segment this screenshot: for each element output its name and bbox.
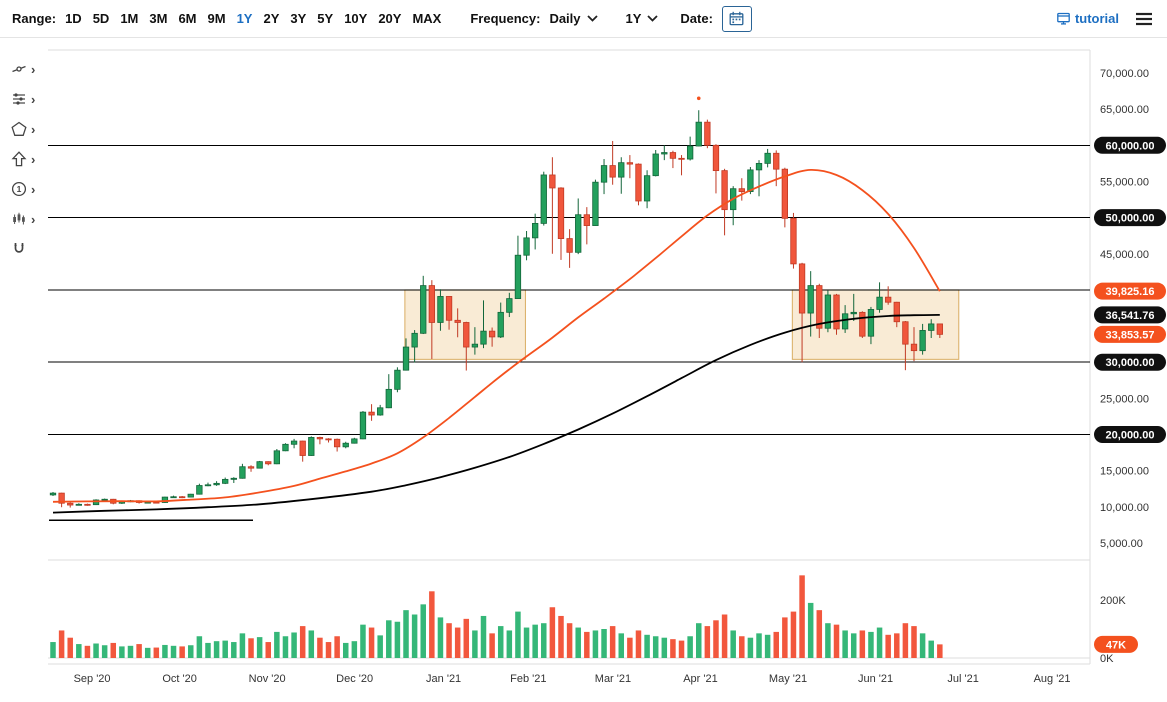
range-option-2y[interactable]: 2Y <box>263 11 280 26</box>
svg-text:Jul '21: Jul '21 <box>947 673 978 685</box>
indicators-tool-icon <box>11 91 27 107</box>
range-option-3y[interactable]: 3Y <box>290 11 307 26</box>
range-option-6m[interactable]: 6M <box>178 11 197 26</box>
chevron-right-icon[interactable]: › <box>31 121 36 137</box>
range-option-10y[interactable]: 10Y <box>344 11 368 26</box>
chevron-right-icon[interactable]: › <box>31 151 36 167</box>
drawing-toolbar: › › › › 1 <box>0 38 48 702</box>
svg-text:1: 1 <box>17 184 22 194</box>
range-option-1m[interactable]: 1M <box>120 11 139 26</box>
volume-bars <box>50 575 943 658</box>
svg-text:Aug '21: Aug '21 <box>1034 673 1071 685</box>
svg-text:65,000.00: 65,000.00 <box>1100 104 1149 116</box>
tutorial-icon <box>1057 12 1070 25</box>
date-picker-button[interactable] <box>721 5 752 32</box>
range-option-5y[interactable]: 5Y <box>317 11 334 26</box>
chart-area[interactable]: 70,000.00 65,000.00 55,000.00 45,000.00 25,0… <box>48 38 1167 702</box>
svg-text:60,000.00: 60,000.00 <box>1106 140 1155 152</box>
svg-text:15,000.00: 15,000.00 <box>1100 466 1149 478</box>
svg-text:30,000.00: 30,000.00 <box>1106 357 1155 369</box>
range-options: 1D 5D 1M 3M 6M 9M 1Y 2Y 3Y 5Y 10Y 20Y MAX <box>65 11 452 26</box>
circled-one-icon: 1 <box>11 181 27 197</box>
chevron-down-icon <box>647 15 659 22</box>
svg-text:Jun '21: Jun '21 <box>858 673 893 685</box>
frequency-label: Frequency: <box>470 11 541 26</box>
measure-tool-icon <box>11 61 27 77</box>
price-badges: 60,000.00 50,000.00 39,825.16 36,541.76 33,8… <box>1094 136 1166 444</box>
menu-button[interactable] <box>1135 12 1153 26</box>
volume-axis[interactable]: 200K 0K 47K <box>1094 595 1138 665</box>
svg-text:0K: 0K <box>1100 653 1114 665</box>
svg-text:Apr '21: Apr '21 <box>683 673 718 685</box>
tool-shapes[interactable]: › <box>0 114 48 144</box>
ma-fast-line <box>52 168 941 503</box>
calendar-icon <box>729 11 744 26</box>
range-option-20y[interactable]: 20Y <box>378 11 402 26</box>
svg-text:Nov '20: Nov '20 <box>249 673 286 685</box>
main-area: › › › › 1 <box>0 38 1167 702</box>
svg-text:Sep '20: Sep '20 <box>74 673 111 685</box>
range-option-max[interactable]: MAX <box>412 11 442 26</box>
high-marker-dot <box>696 96 701 101</box>
svg-text:45,000.00: 45,000.00 <box>1100 249 1149 261</box>
tool-magnet[interactable] <box>0 234 48 264</box>
chevron-right-icon[interactable]: › <box>31 211 36 227</box>
chevron-right-icon[interactable]: › <box>31 61 36 77</box>
magnet-icon <box>11 241 27 257</box>
svg-text:Oct '20: Oct '20 <box>162 673 197 685</box>
pentagon-shape-icon <box>11 121 27 137</box>
date-axis[interactable]: Sep '20 Oct '20 Nov '20 Dec '20 Jan '21 Feb '… <box>74 673 1071 685</box>
frequency-value: Daily <box>549 11 581 26</box>
price-chart[interactable]: 70,000.00 65,000.00 55,000.00 45,000.00 25,0… <box>48 38 1167 702</box>
range-option-5d[interactable]: 5D <box>92 11 110 26</box>
range-option-3m[interactable]: 3M <box>149 11 168 26</box>
range-label: Range: <box>12 11 57 26</box>
svg-text:55,000.00: 55,000.00 <box>1100 176 1149 188</box>
horizontal-line-annotations[interactable] <box>48 144 1090 521</box>
svg-text:Feb '21: Feb '21 <box>510 673 546 685</box>
candlestick-series <box>49 110 943 508</box>
svg-text:Mar '21: Mar '21 <box>595 673 631 685</box>
range-dropdown-value: 1Y <box>625 11 642 26</box>
volume-badge <box>1094 635 1138 653</box>
tool-mini-chart[interactable]: › <box>0 204 48 234</box>
menu-icon <box>1136 12 1152 25</box>
chevron-down-icon <box>586 15 598 22</box>
arrow-up-icon <box>11 151 27 167</box>
range-option-1y[interactable]: 1Y <box>236 11 253 26</box>
svg-text:200K: 200K <box>1100 595 1126 607</box>
svg-text:47K: 47K <box>1106 639 1126 651</box>
range-dropdown[interactable]: 1Y <box>626 11 659 26</box>
date-label: Date: <box>680 11 713 26</box>
svg-text:10,000.00: 10,000.00 <box>1100 502 1149 514</box>
svg-text:36,541.76: 36,541.76 <box>1106 310 1155 322</box>
price-axis[interactable]: 70,000.00 65,000.00 55,000.00 45,000.00 25,0… <box>1100 68 1149 550</box>
svg-text:39,825.16: 39,825.16 <box>1106 286 1155 298</box>
range-option-9m[interactable]: 9M <box>207 11 226 26</box>
svg-text:33,853.57: 33,853.57 <box>1106 329 1155 341</box>
svg-text:Dec '20: Dec '20 <box>336 673 373 685</box>
toolbar: Range: 1D 5D 1M 3M 6M 9M 1Y 2Y 3Y 5Y 10Y 20Y MAX Fre… <box>0 0 1167 38</box>
ma-slow-line <box>52 314 940 514</box>
svg-text:May '21: May '21 <box>769 673 807 685</box>
tool-numbered-marker[interactable]: 1 › <box>0 174 48 204</box>
tool-arrow[interactable]: › <box>0 144 48 174</box>
svg-text:70,000.00: 70,000.00 <box>1100 68 1149 80</box>
tool-measure[interactable]: › <box>0 54 48 84</box>
svg-text:Jan '21: Jan '21 <box>426 673 461 685</box>
frequency-dropdown[interactable]: Daily <box>549 11 598 26</box>
chevron-right-icon[interactable]: › <box>31 91 36 107</box>
svg-text:5,000.00: 5,000.00 <box>1100 538 1143 550</box>
mini-candles-icon <box>11 211 27 227</box>
range-option-1d[interactable]: 1D <box>65 11 82 26</box>
tutorial-link[interactable]: tutorial <box>1057 11 1119 26</box>
highlight-box-annotations[interactable] <box>404 289 960 360</box>
svg-text:20,000.00: 20,000.00 <box>1106 430 1155 442</box>
svg-text:50,000.00: 50,000.00 <box>1106 213 1155 225</box>
tool-indicators[interactable]: › <box>0 84 48 114</box>
svg-text:25,000.00: 25,000.00 <box>1100 393 1149 405</box>
chevron-right-icon[interactable]: › <box>31 181 36 197</box>
tutorial-label: tutorial <box>1074 11 1119 26</box>
